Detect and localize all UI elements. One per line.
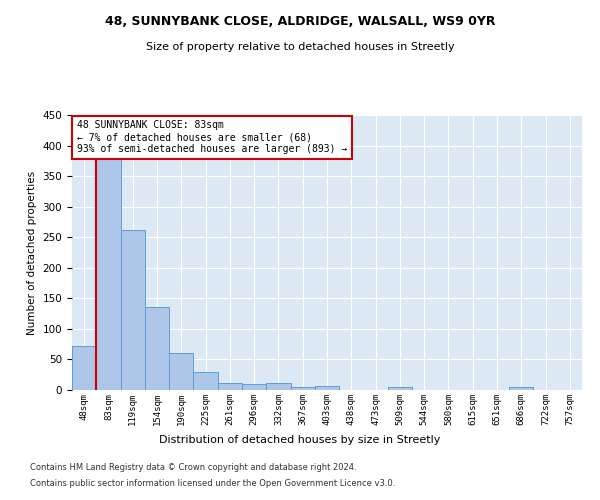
- Text: Distribution of detached houses by size in Streetly: Distribution of detached houses by size …: [160, 435, 440, 445]
- Bar: [509, 387, 533, 390]
- Bar: [72, 346, 96, 390]
- Text: Size of property relative to detached houses in Streetly: Size of property relative to detached ho…: [146, 42, 454, 52]
- Text: Contains public sector information licensed under the Open Government Licence v3: Contains public sector information licen…: [30, 478, 395, 488]
- Bar: [315, 386, 339, 390]
- Bar: [169, 354, 193, 390]
- Bar: [388, 387, 412, 390]
- Bar: [193, 372, 218, 390]
- Y-axis label: Number of detached properties: Number of detached properties: [27, 170, 37, 334]
- Bar: [266, 384, 290, 390]
- Bar: [290, 387, 315, 390]
- Bar: [96, 158, 121, 390]
- Bar: [121, 230, 145, 390]
- Bar: [145, 307, 169, 390]
- Text: 48 SUNNYBANK CLOSE: 83sqm
← 7% of detached houses are smaller (68)
93% of semi-d: 48 SUNNYBANK CLOSE: 83sqm ← 7% of detach…: [77, 120, 347, 154]
- Bar: [242, 384, 266, 390]
- Bar: [218, 384, 242, 390]
- Text: 48, SUNNYBANK CLOSE, ALDRIDGE, WALSALL, WS9 0YR: 48, SUNNYBANK CLOSE, ALDRIDGE, WALSALL, …: [105, 15, 495, 28]
- Text: Contains HM Land Registry data © Crown copyright and database right 2024.: Contains HM Land Registry data © Crown c…: [30, 464, 356, 472]
